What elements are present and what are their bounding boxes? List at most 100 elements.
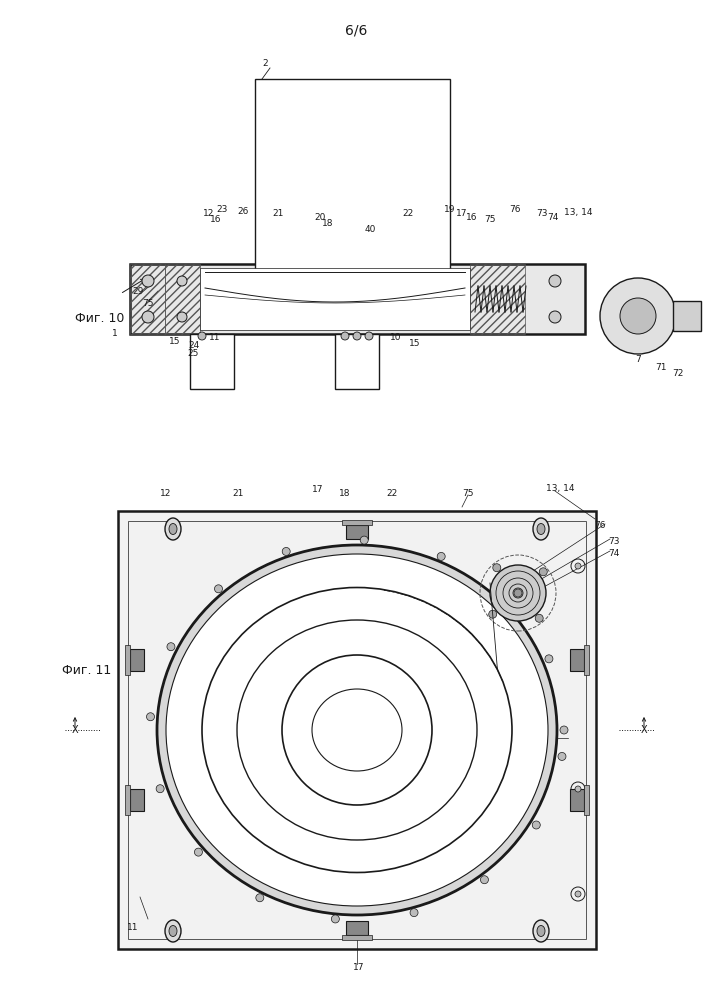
Circle shape [332,915,339,923]
Text: 6/6: 6/6 [345,24,367,38]
Text: 72: 72 [672,370,684,379]
Ellipse shape [165,518,181,540]
Bar [584,785,589,815]
Circle shape [558,752,566,760]
Text: 13, 14: 13, 14 [564,209,593,218]
Circle shape [502,594,510,602]
Bar [570,789,584,811]
Text: 17: 17 [499,735,511,744]
Circle shape [600,278,676,354]
Text: 22: 22 [402,210,414,219]
Text: 19: 19 [444,206,456,215]
Ellipse shape [169,925,177,936]
Text: X: X [72,725,78,735]
Circle shape [353,332,361,340]
Bar [165,264,200,334]
Circle shape [198,332,206,340]
Bar [130,264,165,334]
Bar [118,511,596,949]
Text: 75: 75 [143,300,154,309]
Ellipse shape [312,689,402,771]
Bar [125,785,130,815]
Text: 24: 24 [188,342,200,351]
Bar [584,645,589,675]
Text: 16: 16 [210,216,222,225]
Text: 29: 29 [133,287,144,296]
Text: 17: 17 [353,962,365,971]
Circle shape [341,332,349,340]
Ellipse shape [166,554,548,906]
Text: Фиг. 10: Фиг. 10 [75,313,124,326]
Text: 74: 74 [548,213,559,222]
Bar [346,921,368,935]
Bar [342,935,372,940]
Text: 16: 16 [466,213,478,222]
Circle shape [156,784,164,793]
Ellipse shape [533,518,549,540]
Bar [570,649,584,671]
Bar [130,789,144,811]
Text: X: X [641,725,647,735]
Text: 17: 17 [312,485,324,494]
Text: 15: 15 [409,340,421,349]
Circle shape [215,584,222,592]
Circle shape [575,891,581,897]
Text: 12: 12 [160,489,172,498]
Bar [190,334,234,389]
Bar [130,264,585,334]
Circle shape [488,610,497,618]
Text: Smin: Smin [327,670,347,679]
Ellipse shape [533,920,549,942]
Circle shape [514,589,522,597]
Text: 11: 11 [127,922,139,931]
Circle shape [549,275,561,287]
Circle shape [256,894,264,902]
Circle shape [282,547,290,555]
Text: 1: 1 [112,330,118,339]
Text: 73: 73 [536,209,548,218]
Circle shape [142,311,154,323]
Circle shape [539,567,548,575]
Bar [335,334,379,389]
Text: 40: 40 [351,728,367,741]
Circle shape [195,848,202,856]
Circle shape [481,876,488,884]
Circle shape [365,332,373,340]
Circle shape [360,536,368,544]
Ellipse shape [169,523,177,534]
Circle shape [535,614,543,622]
Circle shape [549,311,561,323]
Circle shape [437,552,445,560]
Text: 10: 10 [390,334,401,343]
Circle shape [142,275,154,287]
Ellipse shape [537,523,545,534]
Text: 25: 25 [188,350,199,359]
Text: 75: 75 [462,489,473,498]
Text: 26: 26 [237,208,249,217]
Bar [200,268,470,330]
Circle shape [146,712,155,720]
Circle shape [560,726,568,734]
Circle shape [575,563,581,569]
Text: 11: 11 [209,334,221,343]
Ellipse shape [202,587,512,872]
Text: 76: 76 [594,521,606,530]
Text: 22: 22 [386,489,398,498]
Ellipse shape [237,620,477,840]
Circle shape [490,565,546,621]
Circle shape [575,786,581,792]
Text: 2: 2 [262,60,268,69]
Text: 18: 18 [339,489,351,498]
Circle shape [282,655,432,805]
Circle shape [167,642,175,650]
Text: 21: 21 [232,489,244,498]
Text: 75: 75 [484,216,496,225]
Text: 15: 15 [169,337,181,346]
Text: 73: 73 [608,536,620,545]
Circle shape [493,563,501,571]
Text: 13, 14: 13, 14 [545,485,574,494]
Text: 7: 7 [635,355,641,364]
Text: Фиг. 11: Фиг. 11 [62,663,111,676]
Ellipse shape [157,545,557,915]
Bar [128,521,586,939]
